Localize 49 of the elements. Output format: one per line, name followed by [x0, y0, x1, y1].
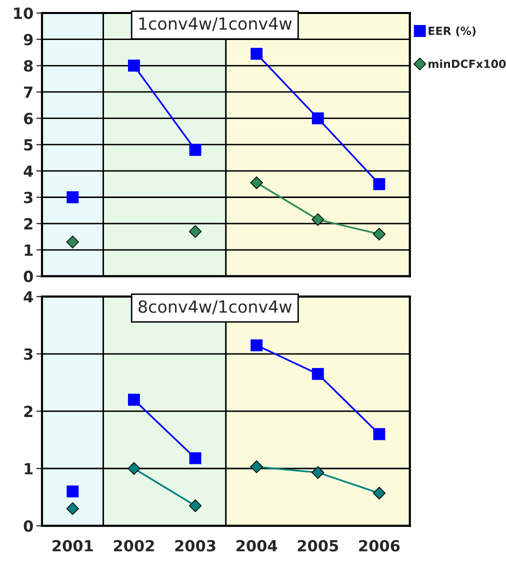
y-tick-label: 0: [24, 270, 33, 282]
y-tick-label: 2: [24, 218, 32, 230]
point: [373, 428, 386, 440]
point: [250, 48, 263, 60]
legend-label: EER (%): [428, 26, 476, 36]
x-tick-label: 2003: [175, 540, 216, 552]
y-tick-label: 9: [24, 34, 33, 46]
point: [250, 460, 263, 474]
point: [372, 486, 386, 500]
x-tick-label: 2001: [52, 540, 93, 552]
point: [372, 228, 386, 240]
legend-label: minDCFx100: [428, 59, 506, 68]
y-tick-label: 3: [24, 348, 32, 360]
y-tick-label: 0: [24, 520, 33, 532]
y-tick-label: 5: [24, 139, 33, 151]
y-tick-label: 8: [24, 60, 33, 72]
chart-title: 1conv4w/1conv4w: [139, 17, 292, 32]
point: [189, 144, 202, 156]
point: [128, 60, 140, 72]
point: [66, 191, 79, 204]
x-tick-label: 2002: [114, 540, 154, 552]
point: [312, 112, 324, 124]
point: [189, 452, 202, 464]
point: [250, 176, 263, 190]
point: [66, 236, 79, 248]
y-tick-label: 3: [24, 192, 32, 204]
point: [128, 394, 140, 406]
point: [312, 213, 324, 226]
y-tick-label: 10: [14, 7, 33, 20]
point: [312, 466, 324, 479]
point: [188, 225, 202, 238]
point: [66, 485, 79, 498]
point: [188, 499, 202, 512]
point: [312, 368, 324, 380]
point: [250, 339, 263, 352]
point: [373, 178, 386, 190]
point: [66, 502, 79, 515]
y-tick-label: 4: [24, 291, 33, 302]
y-tick-label: 1: [24, 244, 33, 256]
chart-title: 8conv4w/1conv4w: [138, 300, 292, 314]
x-tick-label: 2004: [236, 540, 278, 552]
y-tick-label: 7: [24, 86, 32, 98]
y-tick-label: 4: [24, 166, 33, 177]
y-tick-label: 6: [24, 112, 33, 124]
y-tick-label: 2: [24, 406, 32, 418]
x-tick-label: 2005: [298, 540, 338, 552]
x-tick-label: 2006: [359, 540, 400, 552]
point: [128, 462, 140, 475]
y-tick-label: 1: [24, 463, 33, 474]
